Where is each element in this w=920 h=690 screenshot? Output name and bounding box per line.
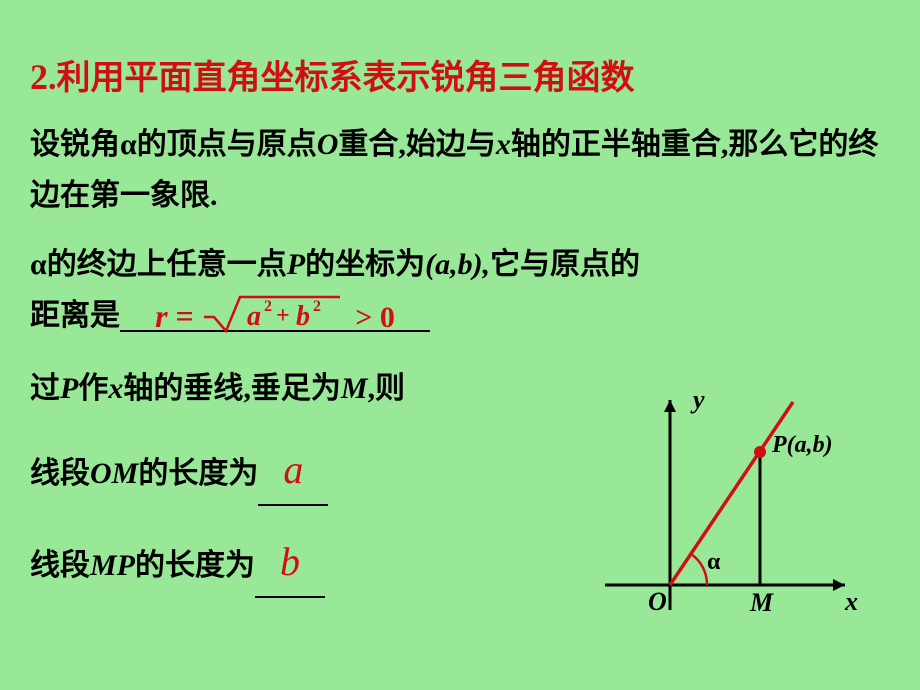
p3-mid1: 作	[78, 372, 108, 405]
svg-text:2: 2	[264, 298, 272, 315]
paragraph-1: 设锐角α的顶点与原点O重合,始边与x轴的正半轴重合,那么它的终边在第一象限.	[30, 119, 890, 221]
p5-post: 的长度为	[135, 549, 255, 582]
p4-pre: 线段	[30, 457, 90, 490]
p3-M: M	[341, 372, 368, 405]
p2-mid3: 它与原点的	[490, 248, 640, 281]
y-arrow-icon	[664, 400, 676, 412]
p1-mid1: 的顶点与原点	[137, 128, 317, 161]
p1-pre: 设锐角	[30, 128, 120, 161]
title-number: 2	[30, 57, 48, 97]
distance-formula: r = a 2 + b 2 > 0	[155, 289, 395, 343]
p2-mid1: 的终边上任意一点	[47, 248, 287, 281]
diagram-svg: y x O M P(a,b) α	[595, 385, 875, 635]
p3-x: x	[108, 372, 123, 405]
svg-text:a: a	[247, 301, 261, 332]
section-title: 2.利用平面直角坐标系表示锐角三角函数	[30, 50, 890, 99]
p2-coord: (a,b),	[425, 248, 490, 281]
paragraph-2: α的终边上任意一点P的坐标为(a,b),它与原点的 距离是 r = a 2 + …	[30, 239, 890, 341]
angle-arc	[691, 554, 707, 585]
svg-text:+: +	[276, 303, 290, 329]
p3-pre: 过	[30, 372, 60, 405]
om-value: a	[283, 447, 303, 492]
x-label: x	[844, 587, 858, 616]
coordinate-diagram: y x O M P(a,b) α	[595, 385, 875, 635]
p4-OM: OM	[90, 457, 138, 490]
svg-text:2: 2	[313, 298, 321, 315]
p1-x: x	[496, 128, 511, 161]
p1-alpha: α	[120, 128, 137, 161]
title-dot: .	[48, 60, 57, 97]
p1-mid2: 重合,始边与	[338, 128, 496, 161]
alpha-label: α	[707, 549, 721, 575]
formula-eq: =	[168, 298, 202, 334]
p2-P: P	[287, 248, 305, 281]
svg-text:b: b	[296, 301, 310, 332]
y-label: y	[690, 385, 705, 414]
title-text: 利用平面直角坐标系表示锐角三角函数	[57, 60, 635, 97]
formula-gt: > 0	[348, 301, 395, 334]
point-P	[754, 446, 766, 458]
blank-mp: b	[255, 528, 325, 598]
p3-post: ,则	[368, 372, 406, 405]
P-label: P(a,b)	[771, 432, 833, 458]
sqrt-icon: a 2 + b 2	[202, 291, 342, 335]
p4-post: 的长度为	[138, 457, 258, 490]
p3-P: P	[60, 372, 78, 405]
p2-alpha: α	[30, 248, 47, 281]
p5-pre: 线段	[30, 549, 90, 582]
mp-value: b	[280, 539, 300, 584]
blank-distance: r = a 2 + b 2 > 0	[120, 290, 430, 332]
p5-MP: MP	[90, 549, 135, 582]
p3-mid2: 轴的垂线,垂足为	[123, 372, 341, 405]
p2-mid2: 的坐标为	[305, 248, 425, 281]
x-arrow-icon	[833, 579, 845, 591]
formula-r: r	[155, 298, 167, 334]
p1-O: O	[317, 128, 339, 161]
p2-dist-pre: 距离是	[30, 299, 120, 332]
terminal-side	[670, 402, 793, 585]
blank-om: a	[258, 436, 328, 506]
M-label: M	[749, 588, 774, 617]
origin-label: O	[648, 587, 667, 616]
